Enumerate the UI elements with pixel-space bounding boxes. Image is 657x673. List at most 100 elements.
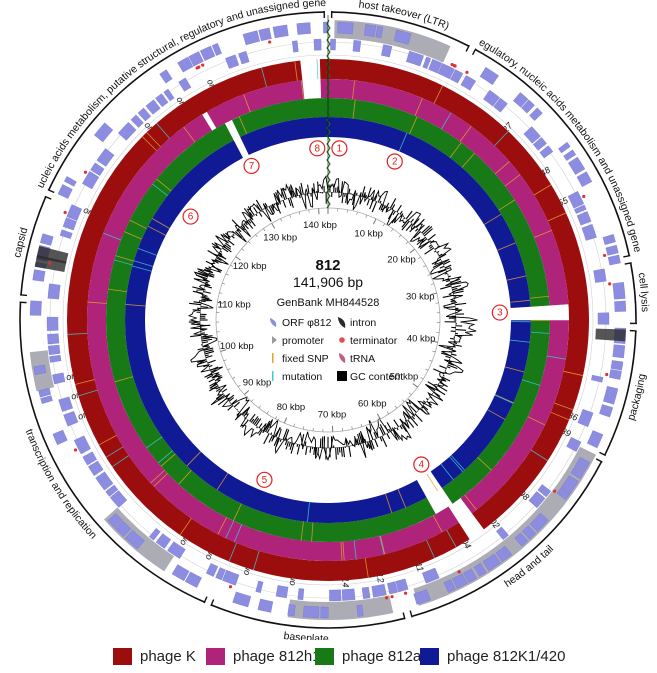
gc-content-bar [405,210,413,220]
terminator-mark [83,170,88,174]
gc-content-bar [450,280,462,285]
genome-start-line [326,15,331,209]
gc-content-bar [228,397,234,402]
gc-content-bar [341,192,344,204]
ruler-tick [430,292,437,296]
gc-content-bar [209,381,217,387]
region-arc [604,330,637,456]
orf-arrow [537,484,552,498]
gc-content-bar [384,425,390,433]
gc-content-bar [270,205,275,212]
gc-content-bar [207,359,216,364]
gc-content-bar [315,447,318,455]
deletion-marker-circle [256,471,273,488]
snp-mark [178,469,192,485]
orf-arrow [593,268,607,283]
gc-content-bar [256,204,262,212]
gc-content-bar [403,411,410,420]
ruler-tick [218,340,222,343]
gc-content-bar [387,209,395,220]
gc-content-bar [280,188,286,200]
snp-mark [353,540,357,560]
orf-arrow [159,69,173,84]
deletion-marker-layer: 1 2 3 4 5 6 7 8 [182,140,508,488]
ruler-tick [431,340,438,343]
snp-mark [217,517,227,535]
genome-name: 812 [315,257,340,274]
gc-content-bar [434,250,437,253]
snp-mark [533,230,552,238]
gc-content-bar [289,442,293,450]
orf-arrow [57,184,73,199]
gc-content-bar [396,204,402,213]
gc-content-bar [304,441,307,447]
orf-arrow [238,51,250,65]
gc-content-bar [386,433,391,440]
orf-arrow [381,44,393,58]
gc-content-bar [203,290,211,294]
snp-mark [238,116,248,135]
gc-content-bar [215,388,221,392]
orf-arrow [107,513,123,528]
gc-content-bar [273,437,279,446]
gc-content-bar [217,394,225,401]
orf-arrow [482,553,501,572]
gc-content-bar [246,220,254,229]
gc-content-bar [381,435,388,447]
legend-label: phage 812a [342,647,422,665]
terminator-mark [602,253,607,258]
region-arc-end [210,599,215,607]
gc-content-bar [453,342,458,344]
snp-mark [307,502,310,522]
ruler-tick [227,368,231,371]
inner-legend: ORF φ812 intron promoter terminator fixe… [270,317,403,383]
comparison-ring-segment [231,98,328,137]
orf-arrow [428,58,443,74]
orf-arrow [95,471,114,491]
snp-mark [132,265,152,272]
snp-mark [461,152,475,168]
ruler-tick [237,384,241,388]
orf-arrow [610,360,624,371]
snp-mark [509,339,530,343]
deletion-marker-circle [491,304,508,321]
ruler-tick [217,301,224,304]
ruler-tick-label: 30 kbp [406,292,435,303]
gc-content-bar [222,233,230,240]
gc-content-bar [448,360,452,363]
ruler-tick [398,234,402,238]
ruler-tick [427,274,431,276]
gc-content-bar [351,194,356,205]
snp-mark [146,436,163,449]
terminator-mark [605,372,609,377]
snp-mark [426,473,438,492]
inner-legend-label: intron [350,317,376,329]
legend-swatch-phage-812a [315,647,334,665]
snp-mark [152,218,170,229]
gc-content-bar [206,375,213,379]
gc-content-bar [453,344,462,347]
orf-arrow [576,171,593,187]
gc-content-bar [204,283,209,286]
ruler-tick [412,383,418,388]
gc-content-bar [367,441,371,450]
gc-content-bar [243,207,252,218]
gc-content-bar [425,397,429,401]
snp-mark [87,301,107,304]
gc-content-bar [444,278,450,281]
gc-content-bar [355,192,358,196]
orf-arrow [215,567,226,581]
gc-content-bar [275,438,280,448]
gc-content-bar [208,364,213,368]
ruler-tick [365,214,368,218]
gc-content-bar [374,195,378,202]
orf-arrow [422,567,440,584]
deletion-marker-label: 3 [497,308,503,319]
gc-content-bar [361,186,366,197]
inner-legend-trna: tRNA [339,353,375,365]
gc-content-bar [375,432,379,438]
gc-content-bar [424,228,433,237]
region-arc-end [47,188,55,194]
gc-content-bar [381,205,386,213]
gc-content-bar [358,432,363,444]
